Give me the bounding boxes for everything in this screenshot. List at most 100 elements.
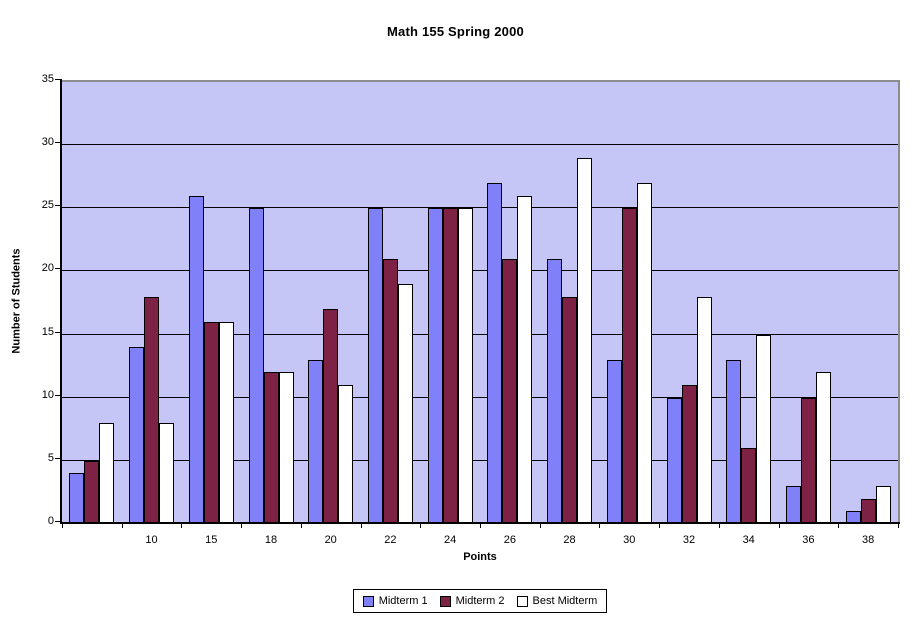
bar-midterm-1 [785, 486, 801, 524]
bar-midterm-2 [382, 259, 398, 524]
x-tick-label: 24 [444, 534, 457, 546]
bar-midterm-2 [84, 461, 100, 524]
legend-label: Best Midterm [532, 595, 598, 607]
x-axis-tick [181, 524, 183, 528]
legend-item: Best Midterm [516, 595, 598, 607]
bar-midterm-1 [606, 360, 622, 524]
legend-label: Midterm 2 [455, 595, 505, 607]
x-axis-tick [838, 524, 840, 528]
x-axis-line [60, 522, 900, 524]
x-tick-label: 32 [682, 534, 696, 546]
x-tick-label: 36 [802, 534, 815, 546]
y-axis-tick [55, 79, 61, 80]
x-axis-tick [599, 524, 601, 528]
y-axis-tick [55, 268, 61, 270]
x-axis-tick [659, 524, 661, 528]
y-axis-tick [55, 142, 61, 144]
x-axis-title: Points [463, 551, 497, 563]
bar-midterm-1 [666, 398, 682, 524]
x-axis-tick [62, 524, 63, 528]
y-tick-label: 20 [41, 262, 54, 275]
x-tick-label: 10 [145, 534, 158, 546]
bar-best-midterm [696, 297, 712, 524]
bar-midterm-1 [129, 347, 145, 524]
y-tick-label: 35 [41, 73, 54, 85]
x-tick-label: 26 [503, 534, 516, 546]
x-axis-tick [539, 524, 541, 528]
gridline [62, 396, 898, 398]
x-tick-label: 28 [563, 534, 576, 546]
y-axis-tick [55, 521, 61, 522]
bar-best-midterm [636, 183, 652, 524]
x-axis-tick [360, 524, 362, 528]
bar-midterm-2 [621, 208, 637, 524]
x-tick-label: 18 [264, 534, 278, 546]
y-tick-label: 0 [47, 515, 54, 527]
legend-row: Midterm 1 Midterm 2 Best Midterm [62, 589, 898, 613]
x-axis-tick [241, 524, 243, 528]
x-tick-label: 15 [205, 534, 218, 546]
bar-best-midterm [517, 196, 533, 524]
bar-midterm-2 [502, 259, 518, 524]
x-axis-tick [420, 524, 422, 528]
bar-midterm-2 [144, 297, 160, 524]
bar-midterm-1 [188, 196, 204, 524]
y-tick-label: 10 [41, 388, 54, 401]
bar-best-midterm [815, 372, 831, 524]
legend-item: Midterm 1 [362, 595, 428, 607]
bar-midterm-2 [562, 297, 578, 524]
bar-best-midterm [756, 335, 772, 524]
y-tick-label: 30 [41, 136, 54, 149]
legend-swatch [362, 595, 374, 607]
y-axis-tick [55, 394, 61, 396]
bar-midterm-1 [367, 208, 383, 524]
bar-midterm-2 [741, 448, 757, 524]
bar-midterm-1 [547, 259, 563, 524]
y-axis-tick [55, 205, 61, 207]
bar-best-midterm [457, 208, 473, 524]
bar-midterm-1 [248, 208, 264, 524]
bar-midterm-2 [442, 208, 458, 524]
bar-midterm-1 [427, 208, 443, 524]
y-axis-tick [55, 331, 61, 333]
x-axis-tick [480, 524, 481, 528]
bar-best-midterm [159, 423, 175, 524]
bar-midterm-2 [800, 398, 816, 524]
y-tick-label: 15 [41, 325, 54, 338]
x-tick-label: 38 [862, 534, 875, 546]
legend-item: Midterm 2 [439, 595, 505, 607]
y-axis-tick [55, 457, 61, 459]
x-axis-tick [121, 524, 123, 528]
bar-best-midterm [875, 486, 891, 524]
bar-best-midterm [99, 423, 115, 524]
legend: Midterm 1 Midterm 2 Best Midterm [352, 589, 608, 613]
gridline [62, 270, 898, 272]
gridline [62, 459, 898, 461]
bar-midterm-2 [323, 309, 339, 524]
y-tick-label: 25 [41, 199, 54, 212]
bar-best-midterm [278, 372, 294, 524]
bar-best-midterm [577, 158, 593, 524]
bar-midterm-2 [203, 322, 219, 524]
gridline [62, 333, 898, 335]
bar-midterm-2 [263, 372, 279, 524]
y-tick-label: 5 [47, 451, 54, 464]
x-tick-label: 34 [742, 534, 755, 546]
x-tick-label: 22 [384, 534, 397, 546]
bar-midterm-1 [308, 360, 324, 524]
bar-best-midterm [397, 284, 413, 524]
bar-midterm-1 [69, 473, 85, 524]
bar-midterm-1 [726, 360, 742, 524]
gridline [62, 144, 898, 146]
x-tick-label: 20 [324, 534, 337, 546]
bar-midterm-1 [487, 183, 503, 524]
chart-title: Math 155 Spring 2000 [387, 24, 524, 39]
y-axis-line [60, 79, 62, 524]
x-tick-label: 30 [623, 534, 636, 546]
bar-best-midterm [338, 385, 354, 524]
bar-midterm-2 [681, 385, 697, 524]
x-axis-tick [778, 524, 780, 528]
plot-area [62, 80, 900, 524]
legend-swatch [516, 595, 528, 607]
